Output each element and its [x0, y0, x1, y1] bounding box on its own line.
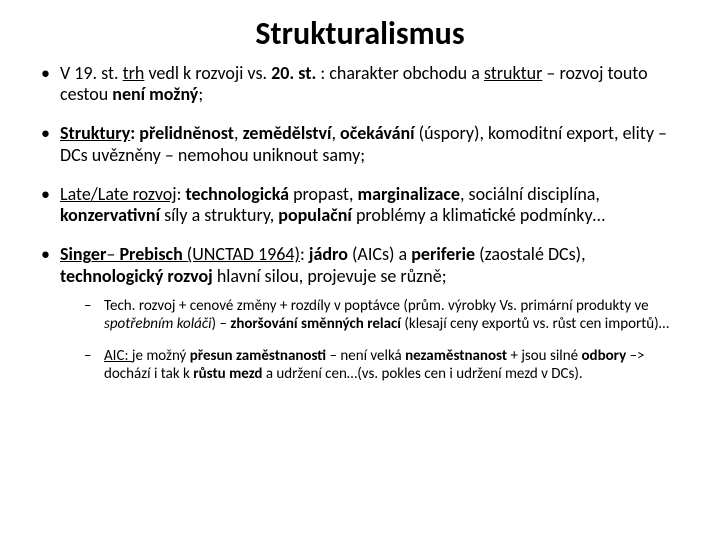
text: ) –	[212, 315, 231, 333]
text: Late/Late rozvoj	[60, 183, 177, 205]
bullet-list: V 19. st. trh vedl k rozvoji vs. 20. st.…	[38, 63, 682, 383]
text: odbory	[581, 347, 629, 365]
bullet-3: Late/Late rozvoj: technologická propast,…	[38, 184, 682, 226]
text: (zaostalé DCs),	[479, 243, 585, 265]
text: –	[106, 243, 119, 265]
text: je možný	[132, 347, 190, 365]
sub-bullet-2: AIC: je možný přesun zaměstnanosti – nen…	[76, 347, 682, 383]
bullet-2: Struktury: přelidněnost, zemědělství, oč…	[38, 123, 682, 165]
text: ;	[198, 83, 203, 105]
text: (klesají ceny exportů vs. růst cen impor…	[404, 315, 669, 333]
sub-list: Tech. rozvoj + cenové změny + rozdíly v …	[60, 297, 682, 383]
text: technologický rozvoj	[60, 265, 217, 287]
text: a udržení cen…(vs. pokles cen i udržení …	[266, 365, 583, 383]
text: (UNCTAD 1964)	[187, 243, 300, 265]
text: technologická	[186, 183, 294, 205]
text: ,	[234, 122, 243, 144]
text: – není velká	[329, 347, 405, 365]
text: : přelidněnost	[130, 122, 234, 144]
text: přesun zaměstnanosti	[190, 347, 330, 365]
text: Struktury	[60, 122, 130, 144]
text: V 19. st.	[60, 62, 123, 84]
text: zhoršování směnných relací	[230, 315, 404, 333]
text: růstu mezd	[193, 365, 266, 383]
text: 20. st.	[271, 62, 320, 84]
text: periferie	[411, 243, 479, 265]
text: :	[300, 243, 309, 265]
text: Prebisch	[119, 243, 186, 265]
text: konzervativní	[60, 204, 164, 226]
text: struktur	[484, 62, 542, 84]
text: AIC:	[104, 347, 132, 365]
text: populační	[278, 204, 356, 226]
text: ,	[331, 122, 340, 144]
text: zemědělství	[243, 122, 332, 144]
slide-title: Strukturalismus	[38, 14, 682, 53]
text: :	[177, 183, 186, 205]
text: marginalizace	[358, 183, 460, 205]
text: jádro	[309, 243, 352, 265]
text: , sociální disciplína,	[460, 183, 600, 205]
text: hlavní silou, projevuje se různě;	[217, 265, 447, 287]
text: + jsou silné	[510, 347, 581, 365]
text: síly a struktury,	[164, 204, 278, 226]
text: trh	[123, 62, 145, 84]
slide: Strukturalismus V 19. st. trh vedl k roz…	[0, 0, 720, 540]
bullet-1: V 19. st. trh vedl k rozvoji vs. 20. st.…	[38, 63, 682, 105]
text: Tech. rozvoj + cenové změny + rozdíly v …	[104, 297, 649, 315]
text: problémy a klimatické podmínky…	[356, 204, 605, 226]
text: propast,	[293, 183, 357, 205]
text: (AICs) a	[352, 243, 411, 265]
sub-bullet-1: Tech. rozvoj + cenové změny + rozdíly v …	[76, 297, 682, 333]
text: nezaměstnanost	[405, 347, 510, 365]
bullet-4: Singer– Prebisch (UNCTAD 1964): jádro (A…	[38, 244, 682, 382]
text: vedl k rozvoji vs.	[144, 62, 271, 84]
text: není možný	[112, 83, 198, 105]
text: spotřebním koláči	[104, 315, 212, 333]
text: očekávání	[340, 122, 419, 144]
text: Singer	[60, 243, 106, 265]
text: : charakter obchodu a	[320, 62, 484, 84]
